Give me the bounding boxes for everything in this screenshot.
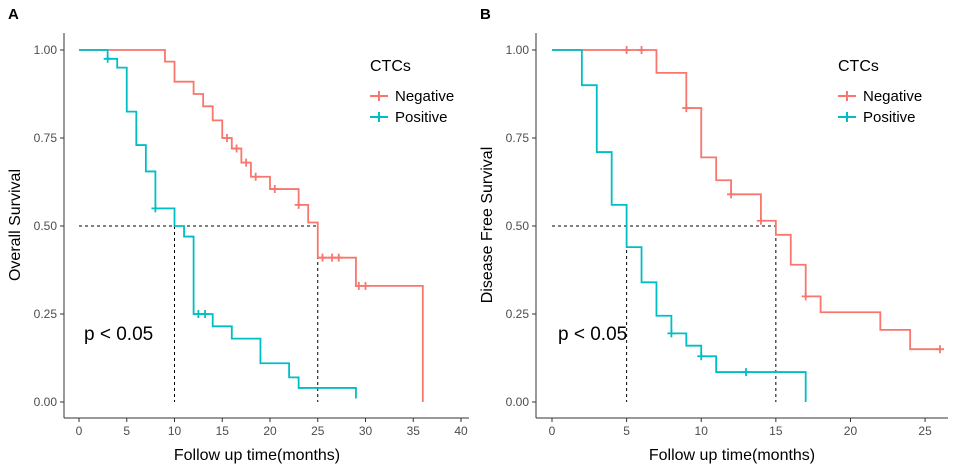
panel-a-censor-mark-positive bbox=[201, 310, 210, 318]
panel-a-y-tick-label: 0.00 bbox=[34, 395, 58, 409]
panel-a-legend-key-positive bbox=[370, 112, 388, 122]
panel-a-x-tick-label: 25 bbox=[311, 424, 325, 438]
panel-a-legend-label-negative: Negative bbox=[395, 88, 454, 105]
panel-a-censor-mark-positive bbox=[103, 54, 112, 63]
panel-b-y-tick-label: 1.00 bbox=[506, 43, 530, 57]
panel-a-y-tick-label: 0.25 bbox=[34, 307, 58, 321]
panel-a-censor-mark-negative bbox=[232, 144, 241, 153]
panel-a-series-positive bbox=[79, 49, 357, 399]
panel-b-y-axis-title: Disease Free Survival bbox=[479, 147, 496, 304]
panel-b-censor-mark-negative bbox=[936, 345, 944, 354]
panel-a-legend-key-negative bbox=[370, 91, 388, 101]
panel-b-x-tick-label: 15 bbox=[769, 424, 783, 438]
panel-b-x-tick-label: 10 bbox=[695, 424, 709, 438]
panel-b-censor-mark-negative bbox=[801, 292, 810, 301]
panel-b-censor-mark-positive bbox=[667, 329, 676, 338]
panel-a-x-tick-label: 20 bbox=[263, 424, 277, 438]
panel-a-letter: A bbox=[8, 6, 19, 23]
panel-b-y-tick-label: 0.00 bbox=[506, 395, 530, 409]
panel-a-x-tick-label: 35 bbox=[407, 424, 421, 438]
panel-a-x-axis-title: Follow up time(months) bbox=[174, 447, 340, 464]
panel-b-legend-label-positive: Positive bbox=[863, 109, 916, 126]
panel-b-x-tick-label: 5 bbox=[623, 424, 630, 438]
panel-a-series-negative bbox=[79, 49, 424, 402]
panel-b-x-axis-title: Follow up time(months) bbox=[649, 447, 815, 464]
panel-a-censor-mark-negative bbox=[294, 200, 303, 209]
panel-b-x-tick-label: 0 bbox=[549, 424, 556, 438]
panel-a-censor-mark-negative bbox=[270, 185, 279, 194]
panel-a-x-tick-label: 5 bbox=[123, 424, 130, 438]
panel-a-legend: CTCs Negative Positive bbox=[370, 58, 454, 126]
panel-b-censor-mark-negative bbox=[727, 190, 736, 199]
panel-b: B 0.00 0.25 0.50 0.75 1.00 0 5 10 15 20 25 Follow … bbox=[479, 6, 948, 464]
panel-b-legend-label-negative: Negative bbox=[863, 88, 922, 105]
panel-a-censor-mark-negative bbox=[223, 134, 232, 142]
panel-a-y-tick-label: 0.75 bbox=[34, 131, 58, 145]
panel-b-censor-mark-negative bbox=[682, 104, 691, 113]
panel-a-legend-label-positive: Positive bbox=[395, 109, 448, 126]
panel-a-y-axis-title: Overall Survival bbox=[7, 169, 24, 281]
panel-a-censor-mark-negative bbox=[251, 172, 260, 181]
panel-b-legend-key-positive bbox=[838, 112, 856, 122]
panel-b-censor-mark-positive bbox=[742, 368, 750, 377]
panel-a-x-tick-label: 40 bbox=[454, 424, 468, 438]
panel-b-y-tick-label: 0.25 bbox=[506, 307, 530, 321]
panel-a-x-tick-label: 15 bbox=[216, 424, 230, 438]
panel-b-censor-mark-negative bbox=[756, 216, 765, 225]
panel-a-censor-mark-negative bbox=[361, 281, 370, 290]
panel-a-y-tick-label: 0.50 bbox=[34, 219, 58, 233]
panel-b-y-tick-label: 0.50 bbox=[506, 219, 530, 233]
panel-b-x-tick-label: 25 bbox=[918, 424, 932, 438]
panel-b-censor-mark-negative bbox=[622, 46, 631, 54]
panel-a: A 0.00 0.25 0.50 0.75 1.00 0 5 10 15 20 25 30 35 40 F… bbox=[7, 6, 469, 464]
panel-b-series-positive bbox=[552, 49, 807, 402]
panel-b-legend-key-negative bbox=[838, 91, 856, 101]
panel-a-censor-mark-negative bbox=[354, 281, 363, 290]
panel-a-censor-mark-negative bbox=[328, 253, 337, 262]
panel-b-censor-mark-negative bbox=[637, 46, 646, 54]
panel-a-x-tick-label: 10 bbox=[168, 424, 182, 438]
panel-a-censor-mark-negative bbox=[318, 253, 327, 262]
panel-b-legend-title: CTCs bbox=[838, 58, 879, 75]
panel-b-letter: B bbox=[480, 6, 491, 23]
panel-a-p-value: p < 0.05 bbox=[84, 324, 153, 345]
panel-b-x-tick-label: 20 bbox=[844, 424, 858, 438]
panel-a-x-tick-label: 0 bbox=[76, 424, 83, 438]
panel-a-censor-mark-negative bbox=[334, 253, 343, 262]
panel-a-censor-mark-positive bbox=[194, 310, 203, 318]
panel-b-p-value: p < 0.05 bbox=[558, 324, 627, 345]
panel-a-x-tick-label: 30 bbox=[359, 424, 373, 438]
panel-b-legend: CTCs Negative Positive bbox=[838, 58, 922, 126]
panel-a-censor-mark-positive bbox=[151, 204, 160, 213]
panel-a-y-tick-label: 1.00 bbox=[34, 43, 58, 57]
panel-a-legend-title: CTCs bbox=[370, 58, 411, 75]
panel-b-censor-mark-positive bbox=[697, 352, 706, 361]
panel-a-censor-mark-negative bbox=[242, 158, 251, 167]
panel-b-y-tick-label: 0.75 bbox=[506, 131, 530, 145]
